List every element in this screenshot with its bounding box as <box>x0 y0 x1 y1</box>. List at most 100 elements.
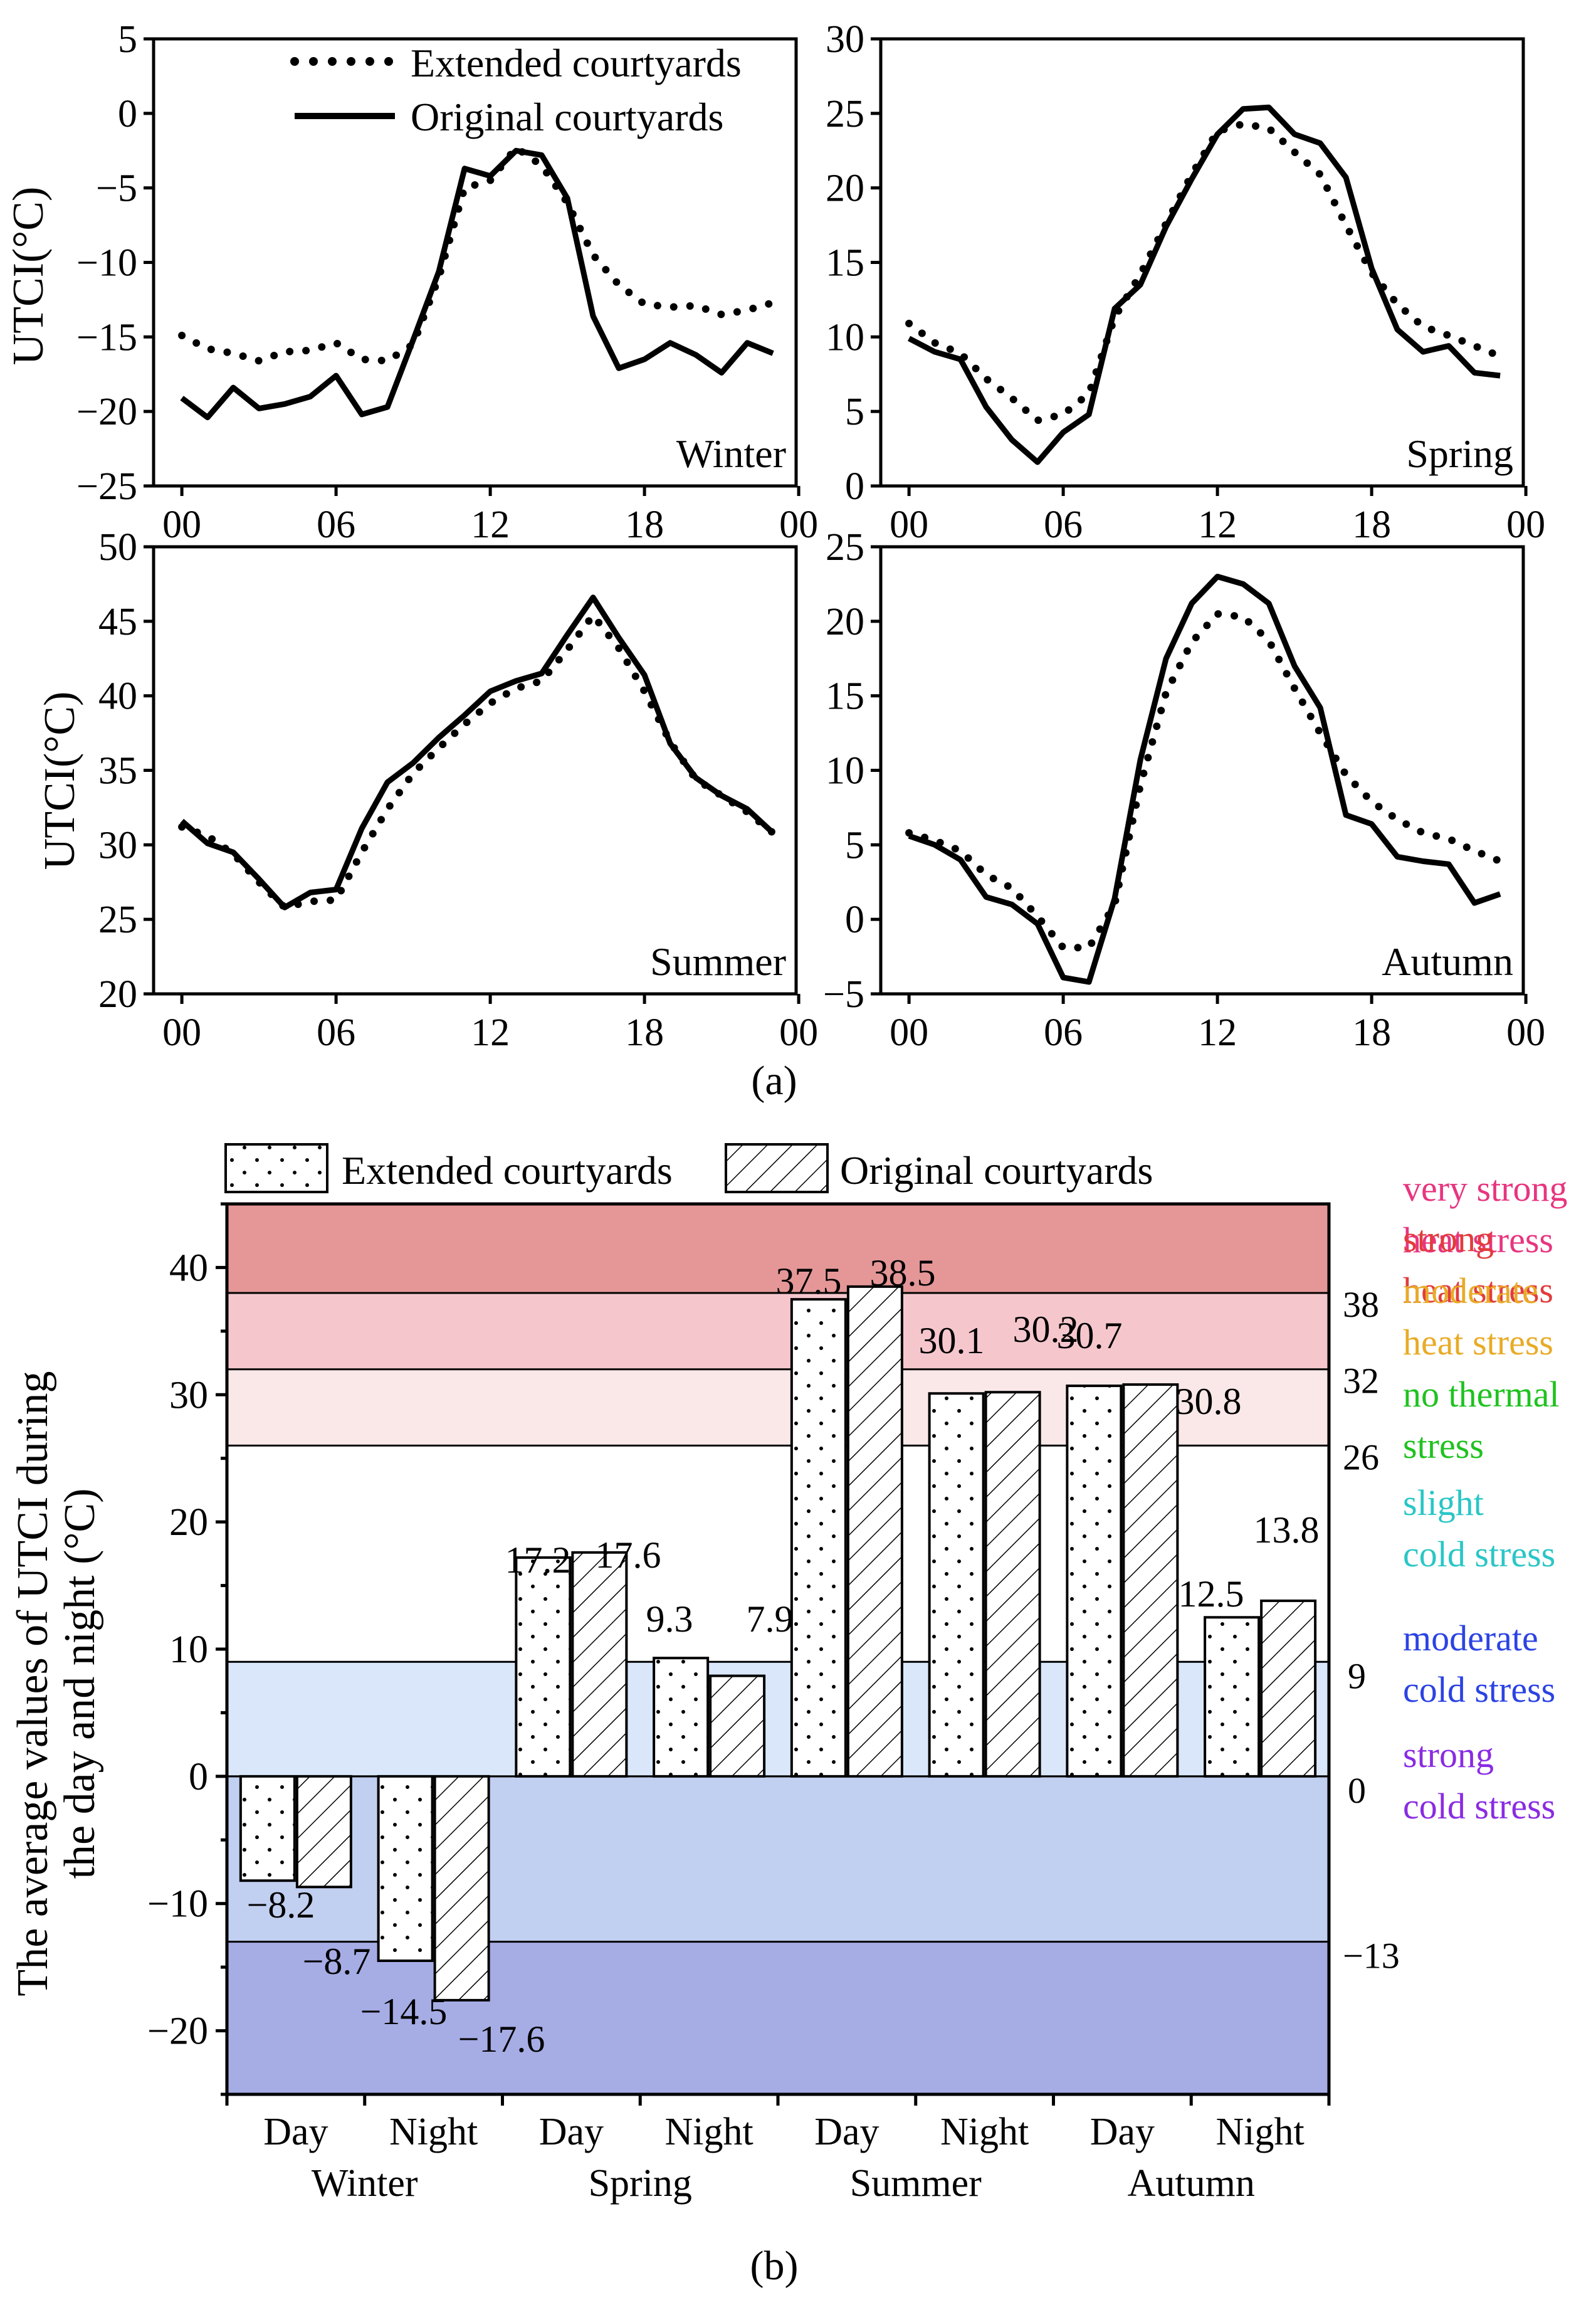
bar-extended <box>1204 1616 1261 1778</box>
y-tick-label: 10 <box>169 1628 208 1671</box>
x-tick-label: 12 <box>471 1011 510 1054</box>
value-label: 37.5 <box>776 1260 842 1302</box>
season-group-label: Spring <box>589 2162 692 2205</box>
bar-extended <box>653 1657 710 1778</box>
zone-label: cold stress <box>1403 1786 1555 1827</box>
x-tick-label: 00 <box>1506 504 1545 546</box>
zone-label: heat stress <box>1403 1270 1553 1311</box>
y-tick-label: −10 <box>76 242 137 285</box>
x-tick-label: 00 <box>779 1011 818 1054</box>
value-label: 38.5 <box>870 1252 936 1294</box>
x-tick-label: 18 <box>625 504 664 546</box>
season-group-label: Summer <box>850 2162 982 2205</box>
y-tick-label: −20 <box>76 391 137 433</box>
category-label: Day <box>1090 2111 1155 2153</box>
zone-label: heat stress <box>1403 1220 1553 1260</box>
y-tick-label: 0 <box>118 93 137 135</box>
value-label: 12.5 <box>1179 1573 1244 1615</box>
y-tick-label: 40 <box>169 1247 208 1289</box>
bar-original <box>433 1775 490 2002</box>
y-tick-label: 25 <box>98 899 137 941</box>
y-tick-label: 30 <box>98 824 137 867</box>
caption-b: (b) <box>750 2243 799 2289</box>
y-tick-label: 15 <box>826 675 864 718</box>
y-tick-label: 25 <box>826 526 864 569</box>
y-tick-label: −15 <box>76 316 137 359</box>
ylabel-bottom: UTCI(°C) <box>36 692 84 870</box>
plot-frame <box>152 545 798 996</box>
y-tick-label: −5 <box>823 973 864 1016</box>
legend-b-extended-label: Extended courtyards <box>342 1148 673 1193</box>
panel-b: The average values of UTCI during the da… <box>9 1143 1568 2289</box>
ylabel-b-line2: the day and night (°C) <box>56 1489 104 1879</box>
y-tick-label: 20 <box>826 167 864 210</box>
category-label: Day <box>263 2111 328 2153</box>
series-original-line <box>180 147 774 421</box>
plot-frame <box>879 37 1525 488</box>
series-original-line <box>180 594 775 910</box>
x-tick-label: 12 <box>1198 1011 1237 1054</box>
x-tick-label: 06 <box>317 1011 355 1054</box>
legend-original-label: Original courtyards <box>411 95 723 139</box>
zone-label: moderate <box>1403 1270 1538 1311</box>
x-tick-label: 12 <box>471 504 510 546</box>
season-label: Autumn <box>1382 939 1513 984</box>
threshold-label: −13 <box>1343 1936 1400 1976</box>
y-tick-label: 5 <box>118 18 137 61</box>
y-tick-label: 0 <box>845 465 864 508</box>
series-extended-line <box>905 120 1504 425</box>
bar-extended <box>928 1392 985 1778</box>
bar-extended <box>239 1775 296 1882</box>
y-tick-label: 30 <box>826 18 864 61</box>
y-tick-label: 0 <box>845 899 864 941</box>
legend-a: Extended courtyards Original courtyards <box>290 41 742 139</box>
y-tick-label: 45 <box>98 601 137 643</box>
y-tick-label: 30 <box>169 1374 208 1416</box>
x-tick-label: 00 <box>162 504 201 546</box>
category-label: Day <box>814 2111 879 2153</box>
y-tick-label: 10 <box>826 750 864 793</box>
legend-hatch-swatch <box>725 1143 829 1193</box>
y-tick-label: 50 <box>98 526 137 569</box>
value-label: −14.5 <box>360 1991 448 2032</box>
x-tick-label: 18 <box>1352 504 1391 546</box>
value-label: 30.2 <box>1013 1309 1079 1350</box>
zone-label: heat stress <box>1403 1322 1553 1363</box>
value-label: 9.3 <box>646 1598 693 1640</box>
value-label: −17.6 <box>458 2018 545 2060</box>
value-label: 30.7 <box>1057 1315 1123 1356</box>
zone-label: strong <box>1403 1218 1494 1259</box>
x-tick-label: 00 <box>890 504 928 546</box>
plot-frame <box>879 545 1525 996</box>
season-label: Spring <box>1406 431 1513 476</box>
category-label: Day <box>539 2111 604 2153</box>
x-tick-label: 00 <box>779 504 818 546</box>
y-tick-label: 25 <box>826 93 864 135</box>
bar-original <box>571 1551 628 1778</box>
category-label: Night <box>1216 2111 1305 2153</box>
y-tick-label: −10 <box>147 1883 208 1926</box>
bar-original <box>709 1674 766 1778</box>
value-label: 30.8 <box>1176 1381 1242 1422</box>
zone-label: stress <box>1403 1425 1484 1466</box>
y-tick-label: 35 <box>98 750 137 793</box>
category-label: Night <box>389 2111 478 2153</box>
legend-dots-swatch <box>224 1143 328 1193</box>
season-group-label: Autumn <box>1128 2162 1255 2205</box>
x-tick-label: 12 <box>1198 504 1237 546</box>
x-tick-label: 00 <box>890 1011 928 1054</box>
bar-axes: 40 30 20 10 0 −10 −20 Day Night Day Night Day Night D… <box>147 1202 1331 2205</box>
x-tick-label: 06 <box>1044 1011 1083 1054</box>
y-tick-label: 15 <box>826 242 864 285</box>
y-tick-label: 0 <box>189 1756 208 1798</box>
y-tick-label: 20 <box>826 601 864 643</box>
y-tick-label: 20 <box>98 973 137 1016</box>
zone-label: no thermal <box>1403 1374 1560 1415</box>
y-tick-label: 20 <box>169 1501 208 1544</box>
y-tick-label: −5 <box>96 167 137 210</box>
zone-band <box>227 1293 1329 1369</box>
x-tick-label: 00 <box>162 1011 201 1054</box>
y-tick-label: 40 <box>98 675 137 718</box>
